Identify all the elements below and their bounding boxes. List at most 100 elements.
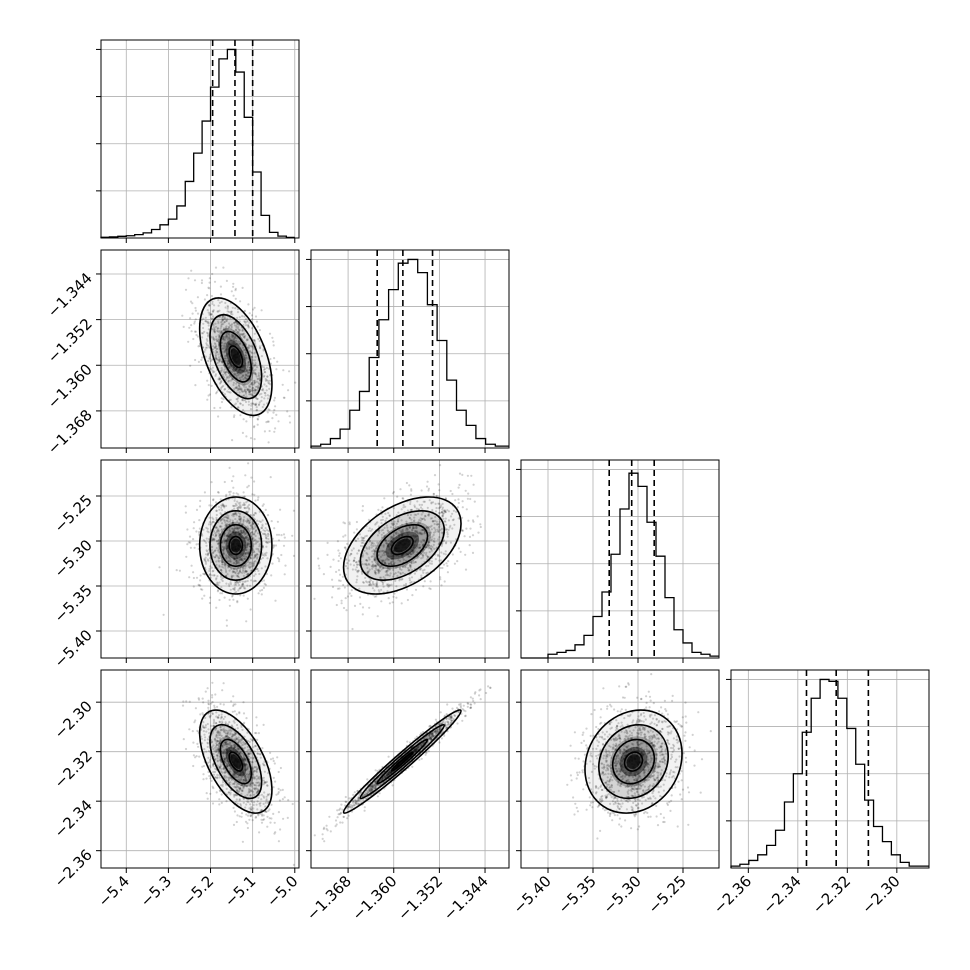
scatter-point xyxy=(275,533,279,536)
scatter-point xyxy=(232,373,235,376)
scatter-point xyxy=(248,393,251,396)
scatter-point xyxy=(286,410,289,413)
scatter-point xyxy=(254,397,257,400)
scatter-point xyxy=(361,505,364,508)
scatter-point xyxy=(241,369,244,372)
histogram-step xyxy=(521,472,719,659)
scatter-point xyxy=(212,787,215,790)
scatter-point xyxy=(234,297,237,300)
scatter-point xyxy=(259,589,262,592)
scatter-point xyxy=(326,541,329,545)
scatter-point xyxy=(246,597,249,600)
scatter-point xyxy=(206,797,209,800)
scatter-point xyxy=(383,497,386,500)
scatter-point xyxy=(244,354,248,357)
scatter-point xyxy=(224,326,227,329)
scatter-point xyxy=(237,388,241,391)
scatter-point xyxy=(253,339,256,342)
scatter-point xyxy=(229,343,233,346)
scatter-point xyxy=(244,362,247,365)
scatter-point xyxy=(258,339,261,343)
scatter-point xyxy=(278,799,281,802)
scatter-point xyxy=(238,386,241,389)
scatter-point xyxy=(248,371,251,374)
scatter-point xyxy=(245,367,248,371)
scatter-point xyxy=(222,322,225,326)
y-tick-label: −2.30 xyxy=(51,697,96,742)
scatter-point xyxy=(244,358,247,361)
scatter-point xyxy=(248,818,251,821)
scatter-point xyxy=(196,296,199,299)
scatter-point xyxy=(211,700,214,704)
scatter-point xyxy=(242,712,246,715)
scatter-point xyxy=(228,391,231,394)
scatter-point xyxy=(396,495,399,498)
scatter-point xyxy=(224,348,227,351)
scatter-point xyxy=(195,333,198,337)
scatter-point xyxy=(218,798,221,801)
scatter-point xyxy=(214,352,217,355)
scatter-point xyxy=(266,815,269,818)
y-tick-label: −5.30 xyxy=(51,536,96,581)
scatter-point xyxy=(233,710,236,713)
scatter-point xyxy=(233,337,237,340)
scatter-point xyxy=(208,774,211,778)
scatter-point xyxy=(189,546,192,549)
scatter-point xyxy=(178,569,181,572)
scatter-point xyxy=(240,815,243,818)
scatter-point xyxy=(207,706,210,710)
scatter-point xyxy=(361,606,365,609)
scatter-point xyxy=(406,598,409,602)
scatter-point xyxy=(242,491,245,494)
scatter-point xyxy=(241,390,244,393)
scatter-point xyxy=(255,815,258,819)
scatter-point xyxy=(292,863,295,867)
scatter-point xyxy=(240,387,243,390)
scatter-point xyxy=(235,713,238,716)
scatter-point xyxy=(221,373,224,376)
scatter-point xyxy=(449,489,452,493)
scatter-point xyxy=(405,588,409,591)
scatter-point xyxy=(213,280,217,283)
scatter-point xyxy=(198,527,201,530)
scatter-point xyxy=(454,499,457,502)
scatter-point xyxy=(249,608,252,611)
scatter-point xyxy=(214,354,217,357)
scatter-point xyxy=(235,820,238,824)
scatter-point xyxy=(458,483,461,486)
scatter-point xyxy=(245,620,248,623)
scatter-point xyxy=(220,323,223,326)
scatter-point xyxy=(232,492,235,495)
scatter-point xyxy=(408,484,411,487)
scatter-point xyxy=(466,474,469,477)
scatter-point xyxy=(247,462,250,465)
scatter-point xyxy=(201,712,204,715)
scatter-point xyxy=(247,344,251,347)
scatter-point xyxy=(189,364,192,367)
scatter-point xyxy=(221,360,224,363)
scatter-point xyxy=(192,538,195,541)
scatter-point xyxy=(221,337,225,341)
scatter-point xyxy=(261,747,264,750)
scatter-point xyxy=(245,351,248,354)
scatter-point xyxy=(281,798,284,801)
scatter-point xyxy=(262,586,265,590)
scatter-point xyxy=(249,415,252,418)
scatter-point xyxy=(265,366,268,370)
scatter-point xyxy=(243,320,247,323)
scatter-point xyxy=(426,480,429,483)
scatter-point xyxy=(388,602,391,605)
scatter-point xyxy=(235,321,238,324)
scatter-point xyxy=(250,381,253,384)
scatter-point xyxy=(459,550,462,554)
scatter-point xyxy=(471,551,475,555)
hist-panel-2 xyxy=(516,459,720,663)
scatter-point xyxy=(273,399,276,402)
scatter-point xyxy=(224,387,227,391)
scatter-point xyxy=(202,764,206,768)
scatter-point xyxy=(269,821,272,824)
hist-panel-0 xyxy=(96,39,300,243)
scatter-panel-3-0: −5.4 −5.3 −5.2 −5.1 −5.0−2.36−2.34−2.32−2.30 xyxy=(51,669,302,911)
scatter-point xyxy=(224,349,227,352)
scatter-point xyxy=(219,321,222,324)
